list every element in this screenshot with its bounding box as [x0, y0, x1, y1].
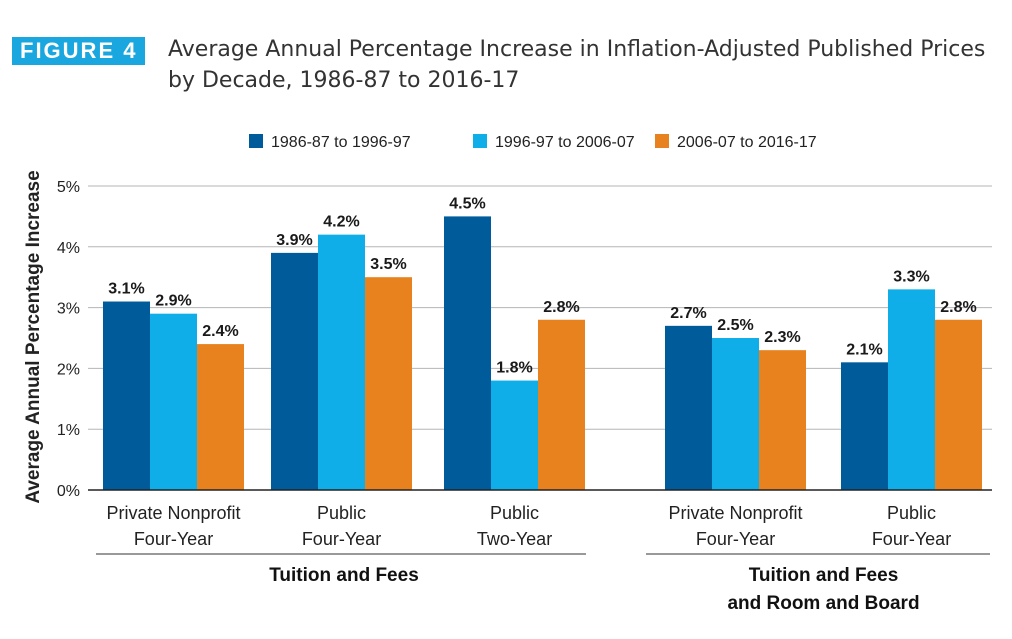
data-label: 2.8% [940, 299, 976, 316]
category-label: Four-Year [134, 529, 213, 549]
data-label: 3.3% [893, 268, 929, 285]
y-tick-label: 1% [57, 422, 80, 439]
bar [197, 344, 244, 490]
y-axis-label: Average Annual Percentage Increase [23, 170, 44, 503]
bar [712, 338, 759, 490]
bar [365, 277, 412, 490]
y-tick-label: 3% [57, 301, 80, 318]
data-label: 2.7% [670, 305, 706, 322]
category-label: Private Nonprofit [106, 503, 240, 523]
legend-label: 2006-07 to 2016-17 [677, 134, 817, 151]
legend-label: 1996-97 to 2006-07 [495, 134, 635, 151]
y-tick-label: 2% [57, 361, 80, 378]
x-axis: Private Nonprofit Four-Year Public Four-Yea… [88, 489, 992, 614]
data-label: 2.8% [543, 299, 579, 316]
bar [444, 216, 491, 490]
category-label: Public [317, 503, 366, 523]
category-label: Public [887, 503, 936, 523]
data-label: 4.2% [323, 214, 359, 231]
data-label: 2.5% [717, 317, 753, 334]
category-label: Private Nonprofit [668, 503, 802, 523]
figure-title: Average Annual Percentage Increase in In… [168, 37, 986, 93]
y-tick-label: 0% [57, 483, 80, 500]
group-label: Tuition and Fees [749, 565, 899, 586]
y-tick-label: 4% [57, 240, 80, 257]
legend-swatch [249, 134, 263, 148]
bar [888, 289, 935, 490]
bar [491, 380, 538, 490]
bar [318, 234, 365, 490]
bar [271, 252, 318, 490]
legend: 1986-87 to 1996-97 1996-97 to 2006-07 2006… [249, 134, 817, 151]
bar [759, 350, 806, 490]
group-label: and Room and Board [727, 593, 919, 614]
data-label: 1.8% [496, 360, 532, 377]
data-label: 2.4% [202, 323, 238, 340]
data-label: 2.3% [764, 329, 800, 346]
data-label: 2.1% [846, 341, 882, 358]
bar [841, 362, 888, 490]
bar [935, 319, 982, 490]
data-label: 3.5% [370, 256, 406, 273]
category-label: Two-Year [477, 529, 552, 549]
bars: 3.1% 3.9% 4.5% 2.7% 2.1% 2.9% 4.2% 1.8% 2.5% 3.3%… [103, 195, 982, 490]
data-label: 3.9% [276, 232, 312, 249]
y-tick-label: 5% [57, 179, 80, 196]
category-label: Four-Year [302, 529, 381, 549]
bar [103, 301, 150, 490]
category-label: Public [490, 503, 539, 523]
bar [150, 313, 197, 490]
category-label: Four-Year [696, 529, 775, 549]
figure-label: FIGURE 4 [12, 37, 146, 65]
legend-swatch [655, 134, 669, 148]
legend-label: 1986-87 to 1996-97 [271, 134, 411, 151]
group-label: Tuition and Fees [269, 565, 419, 586]
bar [538, 319, 585, 490]
bar [665, 325, 712, 490]
data-label: 4.5% [449, 195, 485, 212]
legend-swatch [473, 134, 487, 148]
category-label: Four-Year [872, 529, 951, 549]
data-label: 2.9% [155, 293, 191, 310]
data-label: 3.1% [108, 281, 144, 298]
